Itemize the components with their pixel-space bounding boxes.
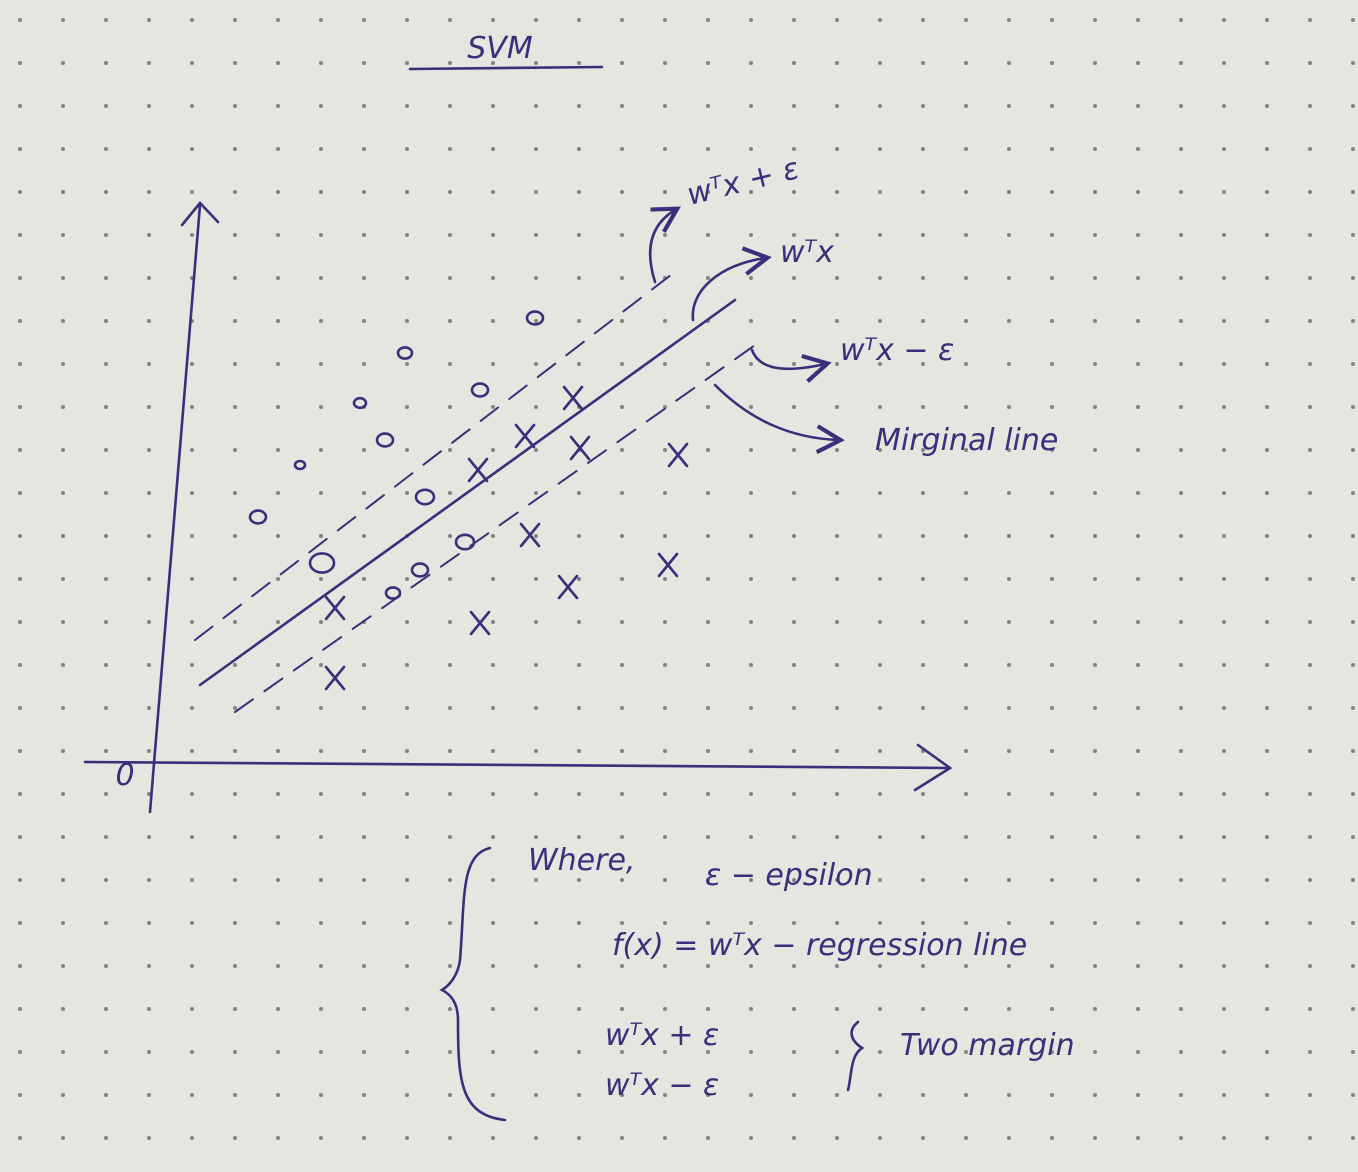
circle-point [525,310,545,326]
circle-point [396,346,414,360]
marginal-label: Mirginal line [875,423,1058,458]
arrow [713,383,845,454]
circle-point [454,533,476,551]
small-brace [846,1020,865,1092]
circle-point [352,396,368,410]
origin-label: 0 [115,758,134,793]
title: SVM [467,31,533,66]
circle-point [410,562,430,578]
circle-point [470,382,490,398]
title-underline [408,65,604,71]
lower-margin-label: wᵀx − ε [840,333,954,368]
data-points [248,310,689,691]
circle-point [375,432,395,448]
cross-point [657,552,679,578]
cross-point [467,457,489,483]
axes: 0 [83,201,953,814]
arrow [691,246,772,322]
y-axis [148,203,202,814]
note-regression: f(x) = wᵀx − regression line [612,928,1027,963]
circle-point [293,459,307,471]
regression-line [198,298,737,687]
note-margin-upper: wᵀx + ε [605,1018,719,1053]
cross-point [514,423,536,449]
cross-point [469,610,491,636]
circle-point [248,509,268,525]
circle-point [308,552,336,574]
cross-point [324,595,346,621]
cross-point [562,385,584,411]
cross-point [569,435,591,461]
brace [439,846,507,1122]
cross-point [557,574,579,600]
note-two-margin: Two margin [900,1028,1075,1063]
note-where: Where, [528,843,635,878]
regression-label: wᵀx [780,235,834,270]
cross-point [667,442,689,468]
upper-margin-line [194,267,681,641]
x-arrow [913,743,953,792]
circle-point [414,488,436,506]
cross-point [324,665,346,691]
circle-point [384,586,402,600]
cross-point [519,522,541,548]
note-margin-lower: wᵀx − ε [605,1068,719,1103]
x-axis [83,760,952,770]
arrow [648,206,681,284]
y-arrow [180,201,220,227]
note-epsilon: ε − epsilon [705,858,873,893]
arrow [750,348,832,383]
